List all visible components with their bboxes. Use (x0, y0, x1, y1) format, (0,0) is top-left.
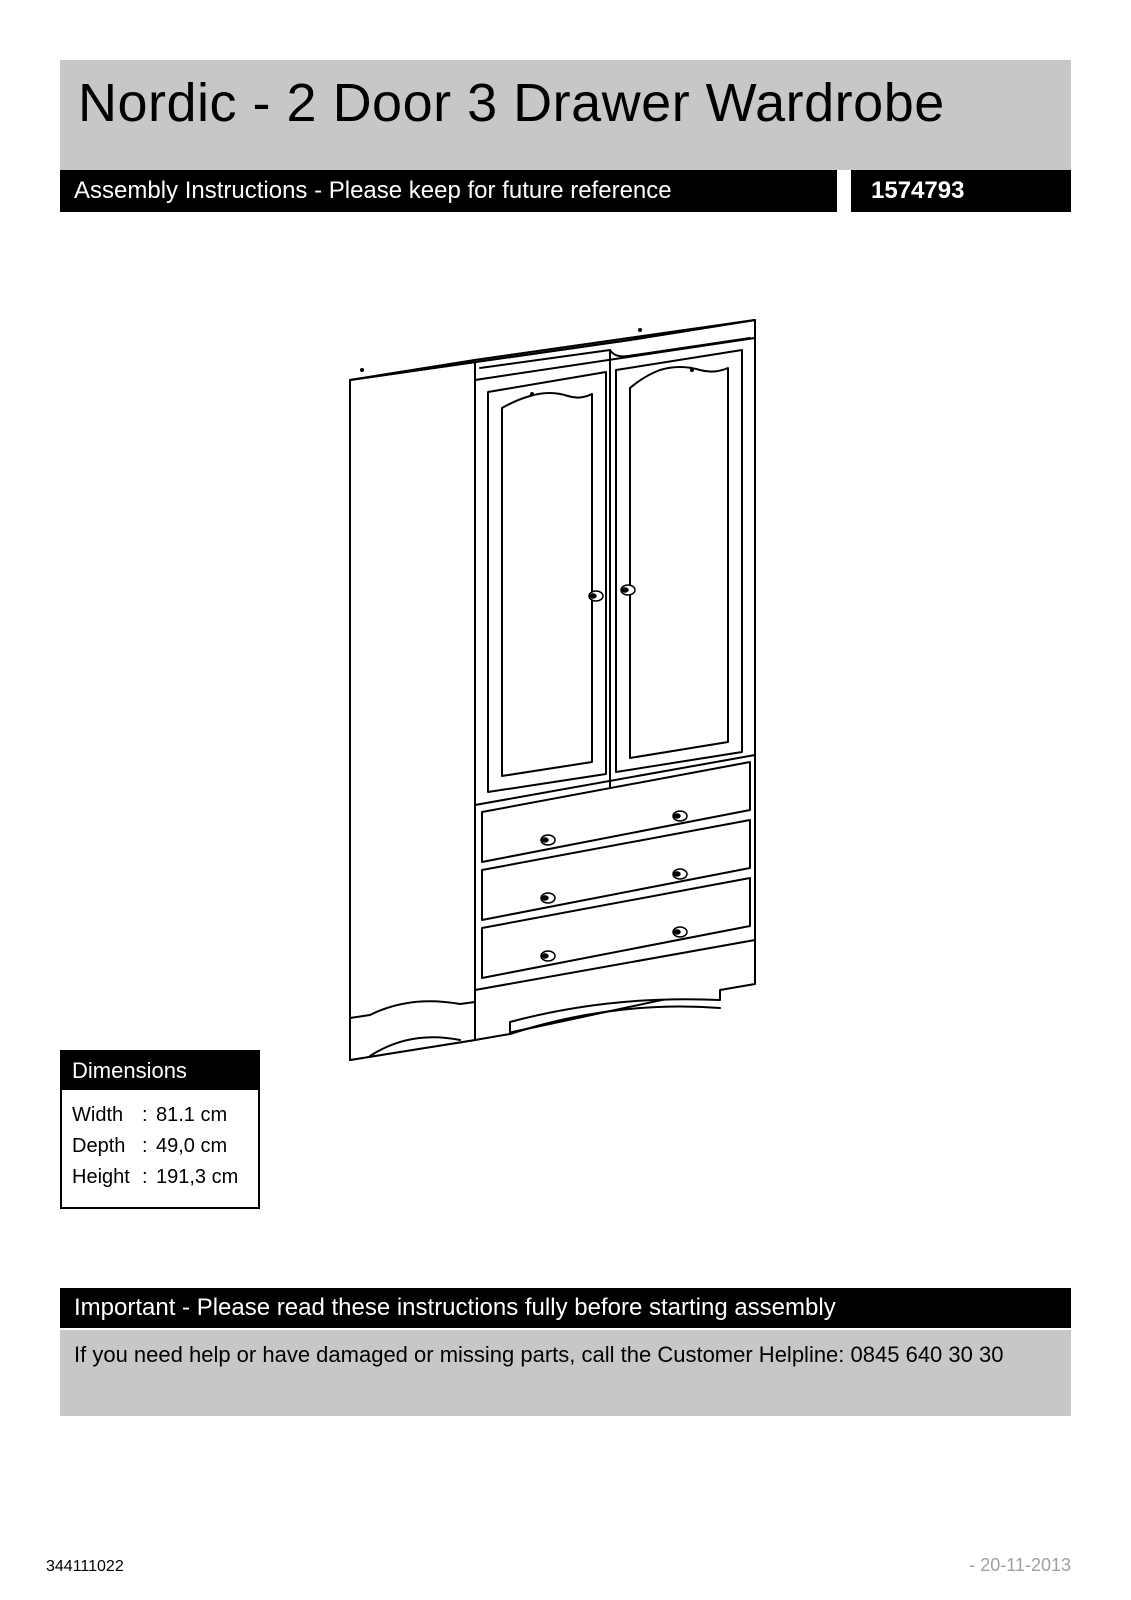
footer-code: 344111022 (46, 1558, 124, 1576)
dimension-separator: : (142, 1135, 156, 1158)
important-bar: Important - Please read these instructio… (60, 1288, 1071, 1328)
dimension-value: 49,0 cm (156, 1135, 227, 1158)
help-block: If you need help or have damaged or miss… (60, 1330, 1071, 1416)
dimension-label: Height (72, 1166, 142, 1189)
dimension-separator: : (142, 1104, 156, 1127)
dimension-label: Width (72, 1104, 142, 1127)
product-title: Nordic - 2 Door 3 Drawer Wardrobe (78, 72, 1053, 134)
dimension-value: 81.1 cm (156, 1104, 227, 1127)
dimensions-header: Dimensions (62, 1052, 258, 1090)
dimension-row: Width : 81.1 cm (72, 1104, 248, 1127)
dimensions-body: Width : 81.1 cm Depth : 49,0 cm Height :… (62, 1090, 258, 1207)
instructions-label: Assembly Instructions - Please keep for … (60, 170, 837, 212)
header-gap (837, 170, 851, 212)
dimension-separator: : (142, 1166, 156, 1189)
title-block: Nordic - 2 Door 3 Drawer Wardrobe (60, 60, 1071, 170)
help-phone: 0845 640 30 30 (851, 1342, 1004, 1367)
dimensions-box: Dimensions Width : 81.1 cm Depth : 49,0 … (60, 1050, 260, 1209)
dimension-label: Depth (72, 1135, 142, 1158)
product-code: 1574793 (851, 170, 1071, 212)
footer-date: - 20-11-2013 (969, 1555, 1071, 1576)
dimension-row: Depth : 49,0 cm (72, 1135, 248, 1158)
dimension-value: 191,3 cm (156, 1166, 238, 1189)
wardrobe-illustration (310, 300, 810, 1090)
dimension-row: Height : 191,3 cm (72, 1166, 248, 1189)
header-bar: Assembly Instructions - Please keep for … (60, 170, 1071, 212)
help-text: If you need help or have damaged or miss… (74, 1342, 851, 1367)
